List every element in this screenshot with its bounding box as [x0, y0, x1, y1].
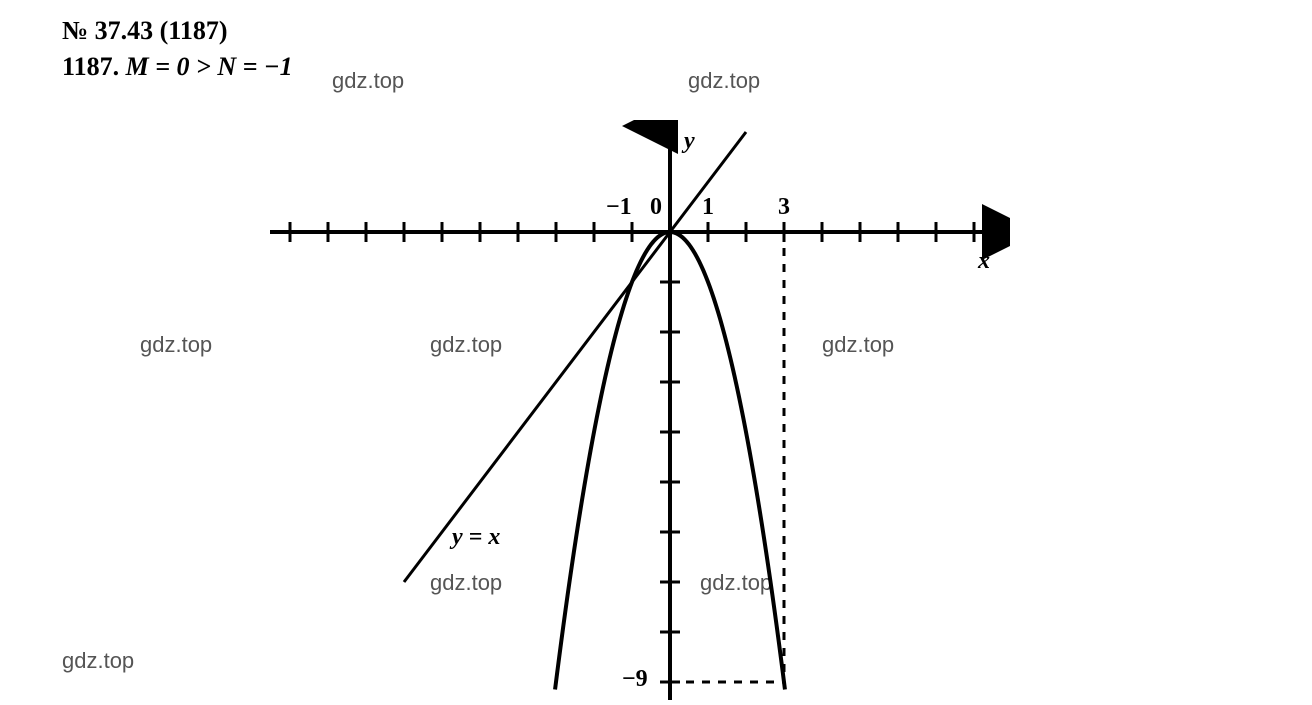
y-axis-label: y [684, 128, 695, 155]
watermark: gdz.top [62, 648, 134, 674]
watermark: gdz.top [332, 68, 404, 94]
curves-group [404, 132, 785, 690]
x-pos3-label: 3 [778, 194, 790, 221]
x-pos1-label: 1 [702, 194, 714, 221]
chart: y x 0 −1 1 3 −9 y = x [250, 120, 1010, 700]
dashed-group [670, 232, 784, 682]
line-function-label: y = x [452, 524, 500, 551]
problem-number-line2: 1187. M = 0 > N = −1 [62, 52, 293, 82]
problem-subnum: 1187. [62, 52, 119, 81]
ticks-group [290, 222, 974, 682]
y-neg9-label: −9 [622, 666, 648, 693]
watermark: gdz.top [140, 332, 212, 358]
problem-number-line1: № 37.43 (1187) [62, 16, 228, 46]
x-axis-label: x [978, 248, 990, 275]
problem-expression: M = 0 > N = −1 [119, 52, 293, 81]
watermark: gdz.top [688, 68, 760, 94]
x-neg1-label: −1 [606, 194, 632, 221]
origin-label: 0 [650, 194, 662, 221]
